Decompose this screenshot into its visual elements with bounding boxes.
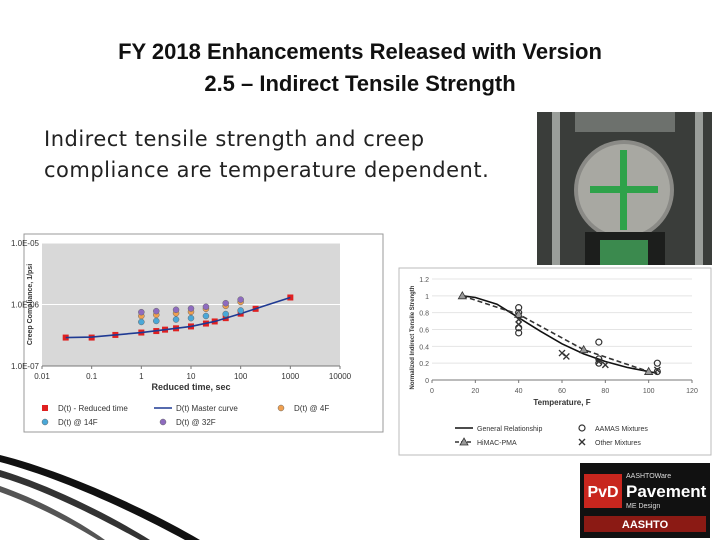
marker-triangle [457,291,468,300]
marker-circle [172,306,180,314]
marker-x [653,366,661,374]
x-tick-label: 40 [515,388,523,395]
x-axis-label: Reduced time, sec [151,382,230,392]
marker-x [595,357,603,365]
marker-circle [578,424,586,432]
logo: PvD AASHTOWare Pavement ME Design AASHTO [580,463,710,538]
marker-circle [595,338,603,346]
y-tick-label: 1.2 [419,277,429,284]
logo-product: Pavement [626,482,707,501]
y-tick-label: 0.8 [419,311,429,318]
marker-circle [187,305,195,312]
x-tick-label: 80 [601,388,609,395]
decoration [0,455,200,540]
marker-x [562,352,570,360]
series-line [462,295,649,373]
marker-circle [222,310,229,318]
y-tick-label: 1.0E-05 [11,239,40,248]
marker-circle [138,308,145,316]
x-tick-label: 10000 [329,372,352,381]
x-tick-label: 10 [187,372,196,381]
series-line [65,296,291,339]
x-tick-label: 0 [430,388,434,395]
y-axis-label: Creep Compliance, 1/psi [27,264,34,345]
marker-circle [653,359,661,367]
y-axis-label: Normalized Indirect Tensile Strength [410,285,416,389]
marker-x [601,361,609,369]
y-tick-label: 1.0E-06 [11,301,40,310]
marker-square [42,405,48,411]
logo-org: AASHTO [622,519,669,531]
y-tick-label: 0.4 [419,344,429,351]
x-tick-label: 120 [686,388,698,395]
x-tick-label: 60 [558,388,566,395]
marker-circle [222,299,229,307]
y-tick-label: 0.2 [419,361,429,368]
marker-circle [237,307,244,314]
marker-x [578,438,586,446]
marker-circle [41,418,49,426]
marker-circle [202,303,210,310]
legend-label: D(t) @ 4F [294,404,329,413]
legend-label: General Relationship [477,426,542,433]
legend-label: HiMAC-PMA [477,440,517,447]
x-tick-label: 0.1 [86,372,98,381]
marker-circle [653,367,661,376]
y-tick-label: 0 [425,378,429,385]
marker-triangle [513,309,524,318]
slide-title: FY 2018 Enhancements Released with Versi… [0,36,720,100]
marker-x [515,320,523,328]
marker-circle [172,316,180,323]
marker-circle [202,312,210,320]
marker-circle [153,317,160,325]
marker-circle [187,314,195,322]
marker-triangle [643,366,654,375]
marker-circle [138,318,145,326]
bullet-text: Indirect tensile strength and creep comp… [44,127,490,182]
title-line: FY 2018 Enhancements Released with Versi… [118,39,602,64]
marker-triangle [459,437,469,446]
x-tick-label: 0.01 [34,372,50,381]
legend-label: Other Mixtures [595,440,641,447]
photo [537,112,712,265]
x-tick-label: 100 [234,372,248,381]
marker-x [515,315,523,323]
logo-subtitle: ME Design [626,503,660,510]
x-tick-label: 100 [643,388,655,395]
x-tick-label: 20 [471,388,479,395]
y-tick-label: 1.0E-07 [11,362,40,371]
marker-circle [159,418,167,426]
logo-mark: PvD [587,484,618,501]
legend-label: AAMAS Mixtures [595,426,648,433]
series-line [462,295,658,375]
legend-label: D(t) - Reduced time [58,404,128,413]
x-tick-label: 1 [139,372,144,381]
legend-label: D(t) @ 14F [58,418,98,427]
x-axis-label: Temperature, F [533,398,590,407]
marker-circle [153,307,160,315]
legend-label: D(t) @ 32F [176,418,216,427]
y-tick-label: 1 [425,294,429,301]
title-line: 2.5 – Indirect Tensile Strength [204,71,516,96]
logo-brand: AASHTOWare [626,473,671,480]
marker-circle [515,329,523,337]
legend-label: D(t) Master curve [176,404,238,413]
marker-triangle [578,344,589,354]
x-tick-label: 1000 [281,372,299,381]
y-tick-label: 0.6 [419,328,429,335]
marker-circle [277,404,285,412]
marker-circle [237,296,244,303]
marker-circle [595,359,603,367]
chart-frame [398,267,712,456]
